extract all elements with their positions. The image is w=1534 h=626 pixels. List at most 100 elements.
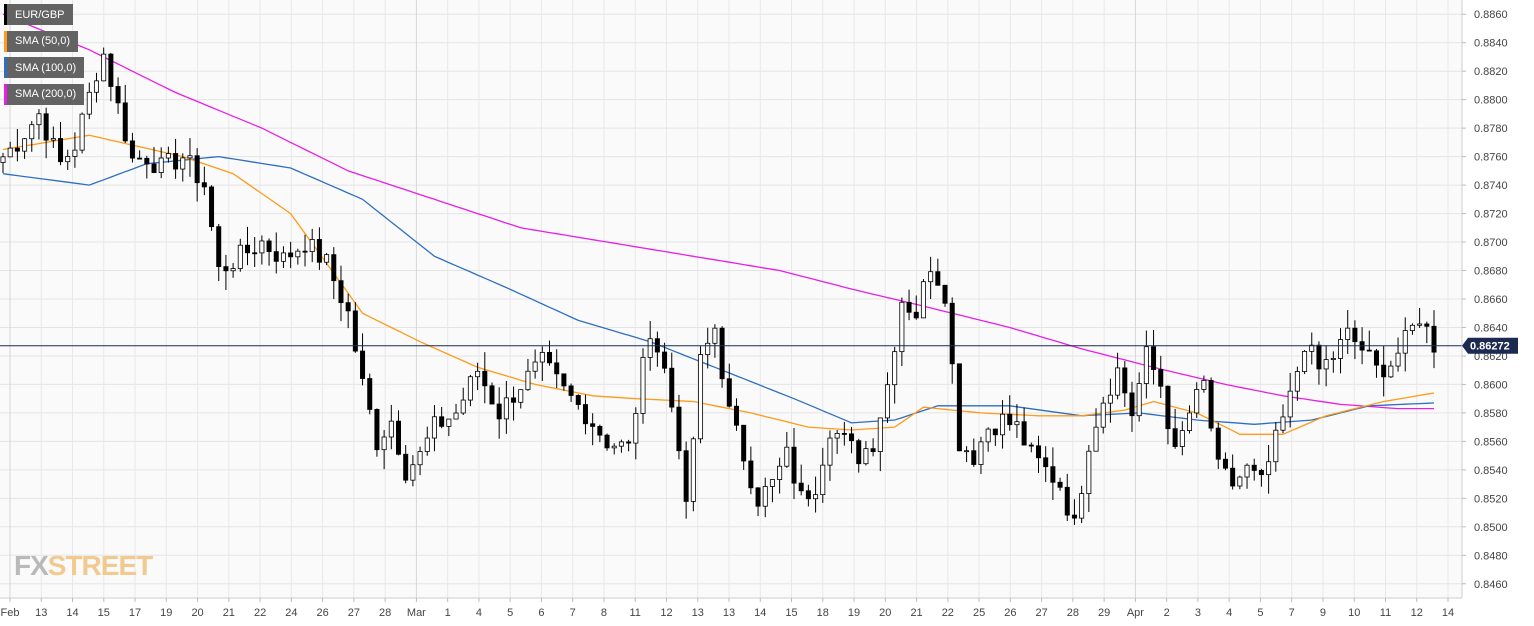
candle-body: [316, 239, 322, 263]
candle-body: [582, 404, 588, 425]
candle-body: [1086, 450, 1092, 494]
sma-100-line: [2, 155, 1435, 425]
candle-body: [209, 186, 215, 228]
y-tick-label: 0.8820: [1474, 66, 1508, 78]
x-tick-label: Mar: [407, 607, 426, 619]
candle-body: [1352, 327, 1358, 343]
candle-body: [1280, 416, 1286, 431]
x-tick-label: 22: [942, 607, 954, 619]
candle-body: [280, 252, 286, 262]
legend-swatch-sma100: [4, 57, 7, 78]
candle-body: [849, 433, 855, 442]
candle-body: [877, 417, 883, 452]
candle-body: [252, 252, 258, 255]
candle-body: [971, 450, 977, 465]
candle-body: [791, 446, 797, 484]
candle-body: [1158, 369, 1164, 387]
candle-body: [561, 373, 567, 387]
x-tick-label: 7: [570, 607, 576, 619]
y-tick-label: 0.8620: [1474, 351, 1508, 363]
x-tick-label: 27: [1035, 607, 1047, 619]
candle-body: [899, 301, 905, 353]
candle-body: [151, 163, 157, 173]
logo-fx: FX: [14, 550, 49, 581]
candle-body: [1302, 350, 1308, 372]
candle-body: [424, 437, 430, 452]
candle-body: [1028, 444, 1034, 447]
x-tick-label: 27: [348, 607, 360, 619]
candle-body: [1014, 421, 1020, 426]
candle-body: [1244, 464, 1250, 478]
candle-body: [1043, 457, 1049, 468]
candle-body: [777, 465, 783, 480]
candle-body: [568, 385, 574, 396]
candle-body: [295, 250, 301, 258]
candle-body: [920, 281, 926, 319]
candle-body: [726, 378, 732, 407]
candle-body: [165, 153, 171, 159]
x-tick-label: 1: [445, 607, 451, 619]
candle-body: [1079, 493, 1085, 519]
x-tick-label: 4: [476, 607, 482, 619]
candle-body: [575, 395, 581, 405]
y-tick-label: 0.8700: [1474, 237, 1508, 249]
x-tick-label: 28: [1067, 607, 1079, 619]
candle-body: [978, 441, 984, 465]
candle-body: [1071, 514, 1077, 519]
y-tick-label: 0.8800: [1474, 95, 1508, 107]
candle-body: [539, 352, 545, 363]
candle-body: [856, 440, 862, 465]
candle-body: [964, 450, 970, 453]
sma-200-series: [2, 13, 1434, 410]
candle-body: [223, 266, 229, 272]
candle-body: [712, 327, 718, 344]
candle-body: [698, 354, 704, 440]
candle-body: [755, 487, 761, 507]
y-tick-label: 0.8720: [1474, 209, 1508, 221]
y-tick-label: 0.8460: [1474, 579, 1508, 591]
candle-body: [1107, 394, 1113, 404]
candle-body: [388, 420, 394, 438]
candle-body: [410, 464, 416, 481]
candle-body: [1251, 464, 1257, 471]
candle-body: [1309, 344, 1315, 352]
candle-body: [1093, 426, 1099, 452]
candle-body: [259, 240, 265, 254]
candle-body: [475, 370, 481, 378]
candle-body: [173, 153, 179, 170]
x-tick-label: 22: [254, 607, 266, 619]
candle-body: [841, 433, 847, 435]
current-price-label: 0.86272: [1470, 341, 1510, 353]
candle-body: [1143, 346, 1149, 384]
x-tick-label: 8: [601, 607, 607, 619]
sma-200-line: [2, 13, 1434, 410]
logo-street: STREET: [47, 550, 153, 581]
candle-body: [417, 451, 423, 466]
candle-body: [1366, 349, 1372, 352]
x-tick-label: 19: [848, 607, 860, 619]
candle-body: [1035, 445, 1041, 459]
candle-body: [101, 53, 107, 82]
candle-body: [36, 113, 42, 126]
y-tick-label: 0.8520: [1474, 493, 1508, 505]
candle-body: [1201, 379, 1207, 390]
candle-body: [834, 433, 840, 439]
candle-body: [467, 376, 473, 401]
y-tick-label: 0.8680: [1474, 266, 1508, 278]
legend-swatch-sma50: [4, 30, 7, 52]
candle-body: [453, 412, 459, 420]
x-tick-label: 29: [1098, 607, 1110, 619]
candle-body: [374, 409, 380, 451]
candle-body: [338, 280, 344, 304]
candle-body: [626, 441, 632, 444]
candle-body: [690, 438, 696, 502]
legend-swatch-sma200: [4, 83, 7, 105]
x-tick-label: 15: [785, 607, 797, 619]
candle-body: [956, 363, 962, 452]
x-tick-label: 13: [723, 607, 735, 619]
x-tick-label: 26: [316, 607, 328, 619]
candle-body: [1115, 367, 1121, 396]
candle-body: [1287, 390, 1293, 418]
candle-body: [129, 140, 135, 159]
